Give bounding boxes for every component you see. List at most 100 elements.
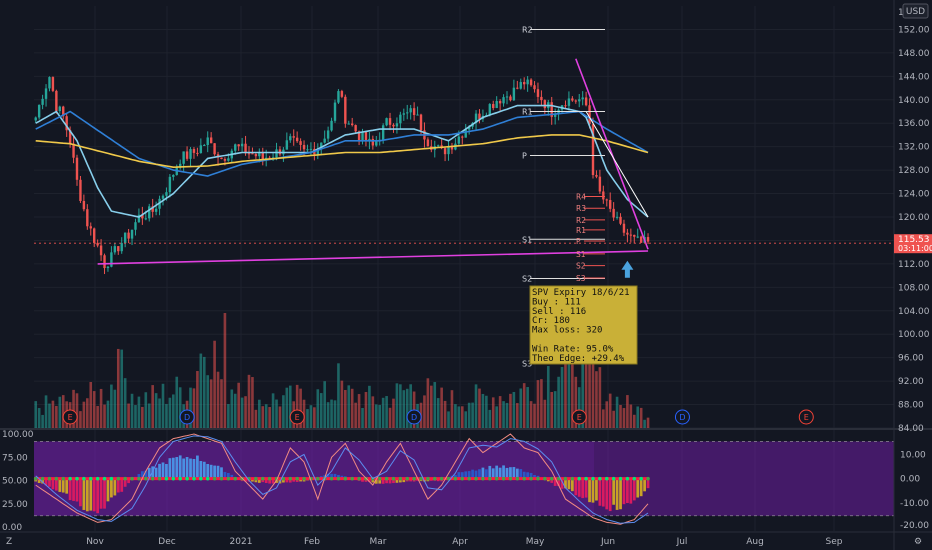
candle[interactable] <box>464 123 467 138</box>
candle[interactable] <box>123 232 127 248</box>
candle[interactable] <box>536 82 540 104</box>
candle[interactable] <box>172 174 175 181</box>
candle[interactable] <box>416 106 419 116</box>
trendline-lower-support[interactable] <box>97 250 649 265</box>
candle[interactable] <box>495 96 498 109</box>
candle[interactable] <box>388 112 392 131</box>
candle[interactable] <box>120 237 123 254</box>
event-marker-earnings[interactable] <box>798 409 814 425</box>
candle[interactable] <box>79 175 82 204</box>
candle[interactable] <box>86 204 89 230</box>
candle[interactable] <box>37 104 41 120</box>
candle[interactable] <box>62 105 65 120</box>
candle[interactable] <box>354 124 357 133</box>
candle[interactable] <box>316 143 320 160</box>
candle[interactable] <box>41 94 44 110</box>
candle[interactable] <box>285 132 289 150</box>
candle[interactable] <box>154 201 158 216</box>
candle[interactable] <box>450 142 454 154</box>
candle[interactable] <box>608 192 612 213</box>
candle[interactable] <box>130 229 134 246</box>
candle[interactable] <box>199 138 203 154</box>
event-marker-earnings[interactable] <box>571 409 587 425</box>
candle[interactable] <box>498 99 502 112</box>
candle[interactable] <box>385 117 388 127</box>
candle[interactable] <box>106 265 110 272</box>
candle[interactable] <box>75 154 79 186</box>
candle[interactable] <box>275 142 278 161</box>
candle[interactable] <box>89 222 92 236</box>
candle[interactable] <box>598 169 602 194</box>
candle[interactable] <box>192 147 196 159</box>
candle[interactable] <box>516 80 519 90</box>
candle[interactable] <box>189 147 192 167</box>
candle[interactable] <box>117 246 120 255</box>
candle[interactable] <box>540 90 543 106</box>
candle[interactable] <box>392 123 395 133</box>
candle[interactable] <box>409 104 412 120</box>
candle[interactable] <box>141 206 144 225</box>
candle[interactable] <box>58 105 62 114</box>
event-marker-earnings[interactable] <box>62 409 78 425</box>
candle[interactable] <box>337 89 340 104</box>
candle[interactable] <box>443 147 447 162</box>
candle[interactable] <box>333 99 337 123</box>
candle[interactable] <box>406 104 409 120</box>
candle[interactable] <box>261 147 264 166</box>
candle[interactable] <box>426 137 430 147</box>
candle[interactable] <box>178 159 182 170</box>
candle[interactable] <box>509 94 512 102</box>
candle[interactable] <box>605 198 608 207</box>
candle[interactable] <box>639 235 643 243</box>
candle[interactable] <box>240 137 244 152</box>
candle[interactable] <box>622 219 626 237</box>
candle[interactable] <box>34 116 37 124</box>
candle[interactable] <box>237 144 240 151</box>
candle[interactable] <box>364 130 368 147</box>
candle[interactable] <box>72 136 75 164</box>
candle[interactable] <box>619 213 622 226</box>
candle[interactable] <box>134 218 137 236</box>
candle[interactable] <box>612 202 615 222</box>
trendline-upper-resistance[interactable] <box>575 58 649 250</box>
candle[interactable] <box>529 78 533 87</box>
candle[interactable] <box>399 111 402 129</box>
candle[interactable] <box>51 76 55 93</box>
candle[interactable] <box>636 228 639 239</box>
candle[interactable] <box>519 78 522 90</box>
candle[interactable] <box>330 117 333 132</box>
candle[interactable] <box>196 147 199 157</box>
candle[interactable] <box>350 117 354 127</box>
candle[interactable] <box>564 100 567 109</box>
candle[interactable] <box>209 132 213 144</box>
candle[interactable] <box>127 228 130 244</box>
candle[interactable] <box>646 233 650 245</box>
candle[interactable] <box>591 117 595 179</box>
candle[interactable] <box>626 228 629 243</box>
candle[interactable] <box>289 133 292 143</box>
time-axis[interactable]: Nov Dec 2021 Feb Mar Apr May Jun Jul Aug Sep <box>86 537 843 547</box>
event-marker-dividend[interactable] <box>406 409 422 425</box>
candle[interactable] <box>505 91 509 105</box>
event-marker-dividend[interactable] <box>674 409 690 425</box>
candle[interactable] <box>602 185 605 204</box>
candle[interactable] <box>567 91 571 111</box>
candle[interactable] <box>581 91 584 106</box>
candle[interactable] <box>292 129 295 146</box>
candle[interactable] <box>206 131 209 153</box>
candle[interactable] <box>571 96 574 102</box>
candle[interactable] <box>48 76 51 92</box>
candle[interactable] <box>412 102 416 121</box>
candle[interactable] <box>478 109 481 124</box>
candle[interactable] <box>220 157 223 160</box>
candle[interactable] <box>615 211 619 220</box>
candle[interactable] <box>344 94 347 128</box>
candle[interactable] <box>574 99 578 104</box>
candle[interactable] <box>522 77 526 90</box>
candle[interactable] <box>168 174 172 198</box>
candle[interactable] <box>44 84 48 107</box>
candle[interactable] <box>323 130 326 144</box>
candle[interactable] <box>99 239 103 261</box>
candle[interactable] <box>295 131 299 143</box>
